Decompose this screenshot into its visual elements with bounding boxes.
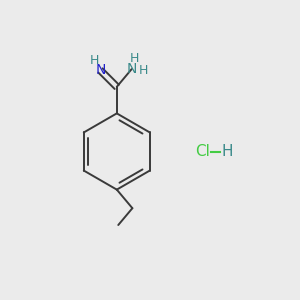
Text: H: H — [222, 144, 233, 159]
Text: Cl: Cl — [195, 144, 210, 159]
Text: N: N — [95, 64, 106, 77]
Text: H: H — [89, 54, 99, 67]
Text: H: H — [129, 52, 139, 65]
Text: H: H — [139, 64, 148, 77]
Text: N: N — [127, 62, 137, 76]
